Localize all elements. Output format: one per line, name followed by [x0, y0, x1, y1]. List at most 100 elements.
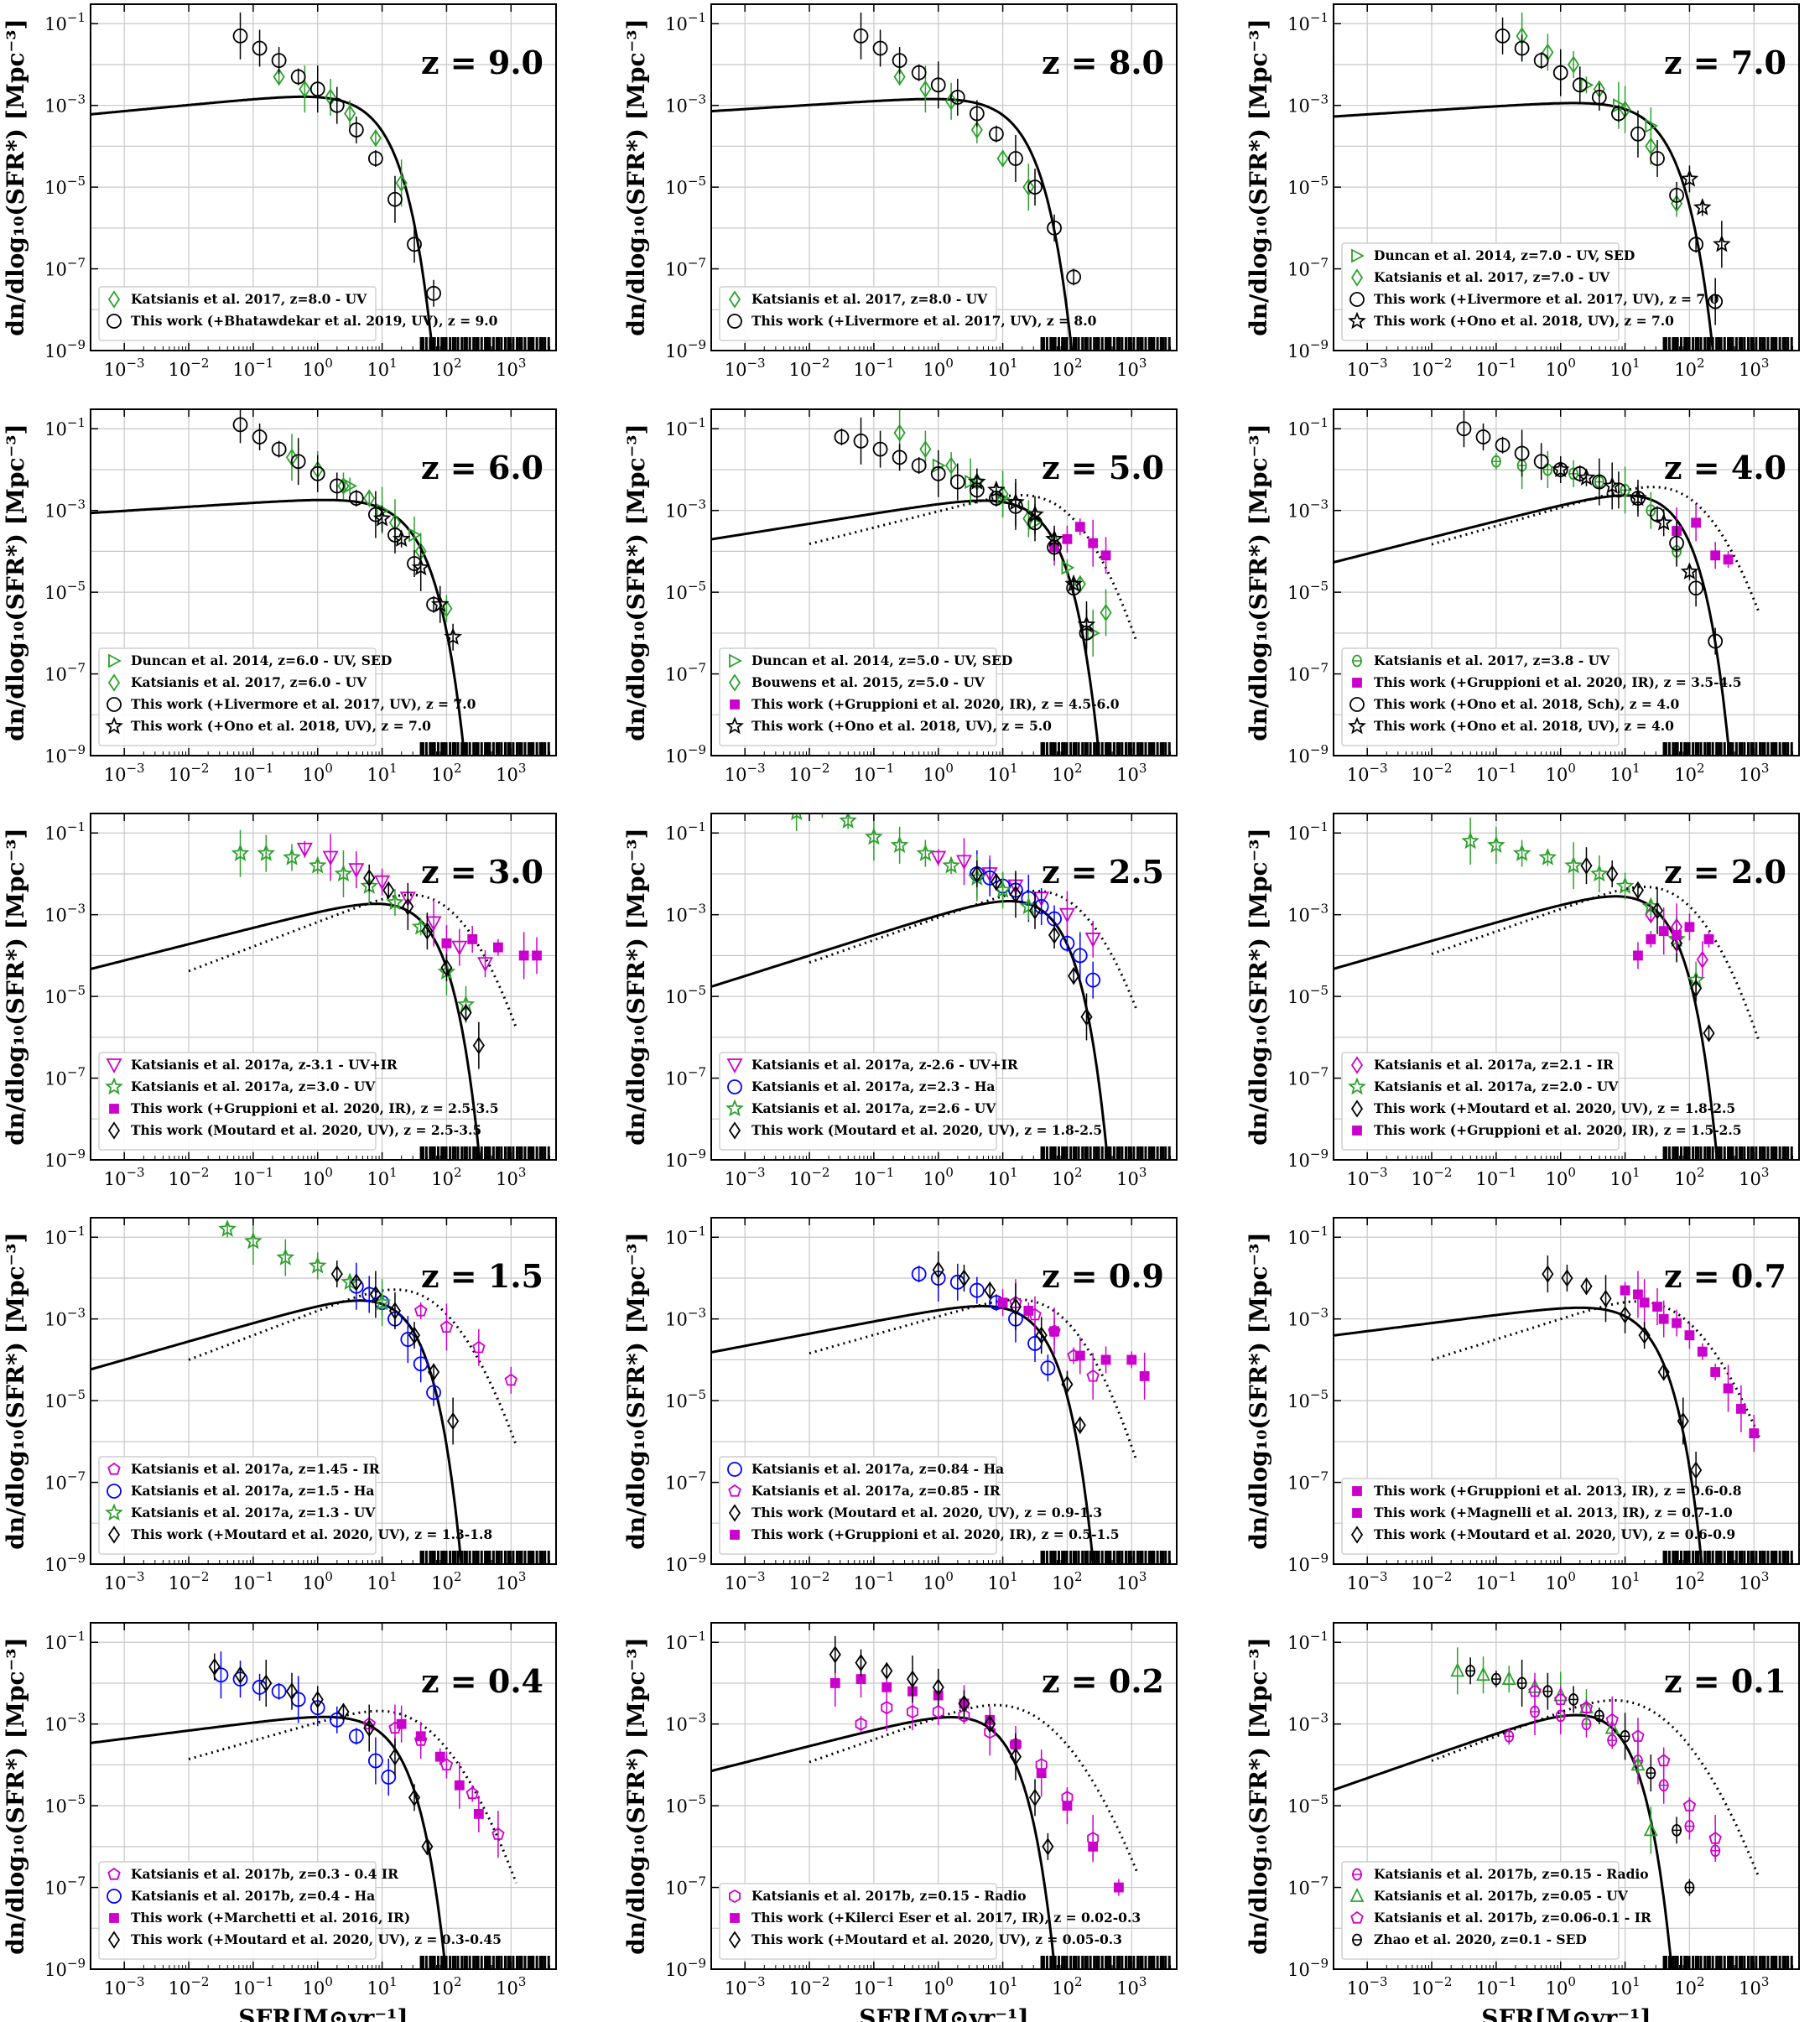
plot-area	[1334, 12, 1793, 351]
data-point	[369, 1285, 382, 1304]
data-point	[1577, 468, 1596, 486]
x-tick-label: 102	[1052, 761, 1082, 785]
data-point	[296, 842, 313, 858]
data-point	[970, 865, 983, 883]
plot-area	[91, 12, 550, 351]
series-0	[413, 1302, 517, 1394]
x-tick-label: 10−2	[1412, 356, 1453, 380]
data-point	[911, 1266, 927, 1281]
x-tick-label: 101	[1609, 1974, 1640, 1999]
y-tick-label: 10−3	[1287, 1711, 1329, 1735]
y-tick-label: 10−3	[44, 92, 86, 117]
legend: Katsianis et al. 2017a, z-2.6 - UV+IR Kat…	[719, 1052, 1102, 1151]
data-point	[930, 850, 947, 866]
y-axis-label: dn/dlog₁₀(SFR*) [Mpc⁻³]	[622, 1637, 650, 1955]
y-axis-label: dn/dlog₁₀(SFR*) [Mpc⁻³]	[1245, 1637, 1272, 1955]
legend-marker	[726, 1058, 743, 1073]
data-point	[958, 1269, 970, 1287]
data-point	[1561, 1269, 1573, 1287]
data-point	[1008, 151, 1023, 166]
schechter-fit-line	[711, 1716, 1057, 1969]
data-point	[907, 1705, 918, 1719]
data-point	[232, 28, 248, 44]
axes-frame	[710, 1622, 1178, 1970]
y-tick-label: 10−9	[665, 1146, 706, 1171]
x-tick-label: 10−3	[725, 1569, 766, 1593]
series-3	[1680, 165, 1731, 268]
series-2	[829, 1635, 1054, 1860]
plot-area	[1334, 410, 1793, 756]
data-point	[473, 1808, 484, 1819]
data-point	[1495, 437, 1511, 453]
data-point	[411, 558, 430, 576]
legend-marker	[1350, 1526, 1364, 1544]
data-point	[1603, 476, 1622, 494]
legend-label: This work (+Ono et al. 2018, UV), z = 5.…	[751, 718, 1052, 734]
y-axis-label: dn/dlog₁₀(SFR*) [Mpc⁻³]	[622, 1232, 650, 1550]
data-point	[396, 1718, 407, 1729]
series-0	[855, 1684, 1100, 1863]
y-axis-label: dn/dlog₁₀(SFR*) [Mpc⁻³]	[2, 828, 29, 1146]
legend-marker	[725, 1099, 744, 1117]
legend-marker	[1352, 1508, 1362, 1518]
legend-box	[719, 1052, 997, 1151]
data-point	[430, 595, 450, 612]
series-1	[232, 12, 441, 307]
data-point	[439, 1320, 454, 1333]
data-point	[1528, 1684, 1542, 1697]
x-tick-label: 100	[1546, 761, 1576, 785]
x-tick-label: 10−2	[169, 1569, 210, 1593]
y-tick-label: 10−1	[1287, 1224, 1329, 1248]
schechter-fit-line	[91, 95, 434, 351]
redshift-label: z = 0.1	[1664, 1662, 1786, 1700]
data-point	[374, 875, 391, 891]
x-tick-label: 101	[1609, 356, 1640, 380]
data-point	[1680, 562, 1699, 580]
series-3	[208, 1653, 434, 1856]
y-tick-label: 10−3	[1287, 497, 1329, 522]
y-tick-label: 10−9	[1287, 1551, 1329, 1575]
data-point	[919, 80, 932, 98]
data-point	[1042, 1837, 1054, 1856]
data-point	[1087, 626, 1101, 641]
plot-area	[711, 409, 1171, 756]
x-tick-label: 10−3	[725, 356, 766, 380]
data-point	[893, 424, 906, 442]
legend-marker	[107, 1931, 121, 1949]
data-point	[958, 1694, 970, 1713]
x-tick-label: 102	[1674, 1974, 1704, 1999]
data-point	[1538, 848, 1557, 865]
y-tick-label: 10−1	[665, 415, 706, 439]
y-tick-label: 10−1	[665, 10, 706, 34]
axes-frame	[710, 813, 1178, 1161]
legend-marker	[1349, 292, 1365, 307]
legend-marker	[107, 1889, 122, 1904]
ir-fit-dotted-line	[1431, 486, 1760, 614]
legend-label: This work (+Ono et al. 2018, UV), z = 4.…	[1374, 718, 1674, 734]
data-point	[388, 1302, 402, 1320]
data-point	[1580, 856, 1593, 875]
y-axis-label: dn/dlog₁₀(SFR*) [Mpc⁻³]	[2, 1637, 29, 1955]
legend-label: This work (+Magnelli et al. 2013, IR), z…	[1374, 1505, 1733, 1520]
x-tick-label: 100	[923, 761, 954, 785]
legend-label: This work (+Gruppioni et al. 2020, IR), …	[1374, 674, 1742, 690]
legend-marker	[1350, 1056, 1364, 1074]
x-tick-label: 10−2	[169, 1974, 210, 1999]
redshift-label: z = 2.0	[1664, 853, 1786, 891]
legend-label: Katsianis et al. 2017a, z-2.6 - UV+IR	[751, 1057, 1018, 1073]
data-point	[1088, 538, 1099, 548]
legend-label: Katsianis et al. 2017a, z=2.1 - IR	[1374, 1057, 1614, 1073]
data-point	[386, 892, 404, 911]
y-tick-label: 10−1	[44, 10, 86, 34]
legend-marker	[107, 1867, 121, 1880]
x-tick-label: 101	[367, 761, 397, 785]
data-point	[1672, 1318, 1682, 1328]
x-tick-label: 100	[303, 1974, 333, 1999]
data-point	[1512, 844, 1531, 861]
legend: Duncan et al. 2014, z=7.0 - UV, SED Katsi…	[1341, 242, 1719, 341]
schechter-fit-line	[91, 1715, 447, 1969]
data-point	[1723, 554, 1734, 565]
data-point	[997, 1297, 1008, 1308]
data-point	[413, 1356, 429, 1372]
legend-label: Katsianis et al. 2017b, z=0.3 - 0.4 IR	[131, 1866, 398, 1882]
